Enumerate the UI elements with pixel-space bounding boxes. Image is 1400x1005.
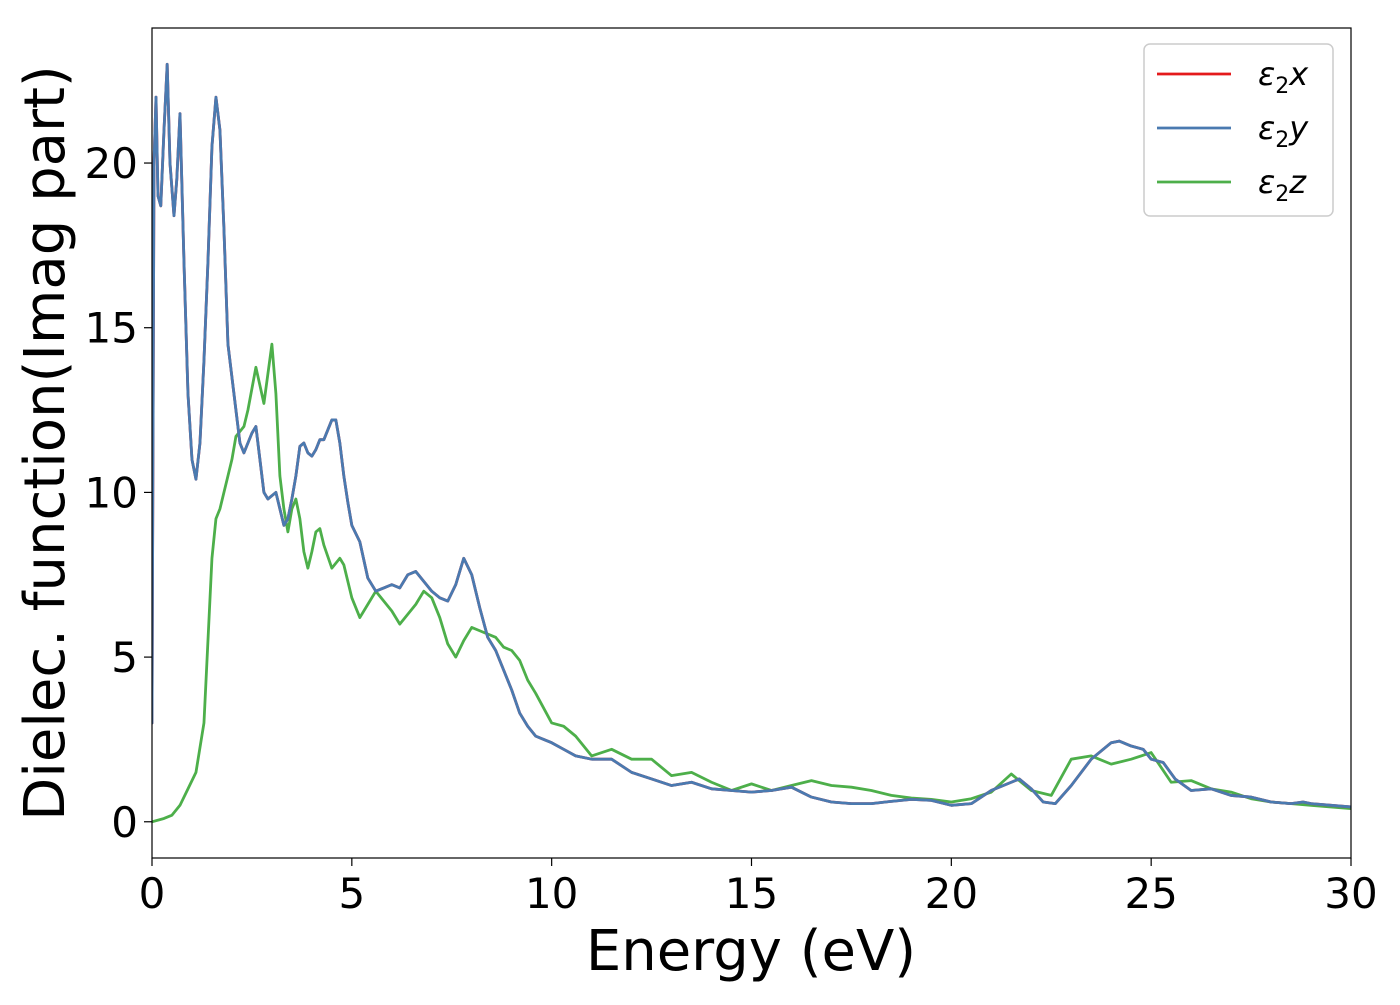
x-tick-label: 25	[1124, 869, 1177, 918]
series-line-z	[152, 342, 1351, 824]
x-tick-label: 5	[338, 869, 365, 918]
legend-label-y: ε2y	[1258, 109, 1309, 153]
x-tick-label: 30	[1324, 869, 1377, 918]
series-layer	[152, 62, 1351, 824]
y-tick-label: 0	[111, 798, 138, 847]
y-tick-label: 10	[85, 468, 138, 517]
x-tick-label: 10	[525, 869, 578, 918]
legend-items: ε2x ε2y ε2z	[1157, 55, 1309, 207]
x-tick-label: 20	[925, 869, 978, 918]
legend: ε2x ε2y ε2z	[1143, 43, 1334, 217]
series-line-y	[152, 62, 1351, 809]
x-axis-title: Energy (eV)	[586, 919, 916, 984]
y-tick-label: 20	[85, 139, 138, 188]
y-axis-title: Dielec. function(Imag part)	[13, 65, 78, 821]
legend-box	[1143, 43, 1334, 217]
legend-label-z: ε2z	[1258, 163, 1307, 207]
y-tick-label: 5	[111, 633, 138, 682]
x-tick-label: 15	[725, 869, 778, 918]
x-tick-label: 0	[139, 869, 166, 918]
ticks-layer: 0 5 10 15 20 25 30 0 5 10 15 20	[85, 139, 1378, 918]
y-tick-label: 15	[85, 304, 138, 353]
legend-label-x: ε2x	[1258, 55, 1309, 99]
